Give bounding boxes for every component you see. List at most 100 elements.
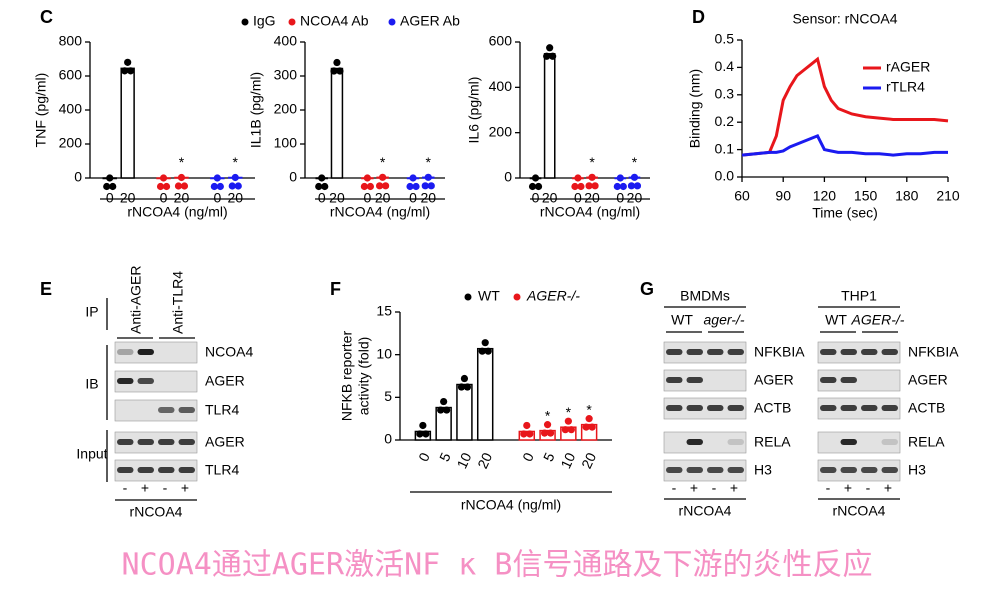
blot-group-label: Input — [76, 446, 107, 462]
panel-label: E — [40, 279, 52, 299]
significance: * — [233, 154, 239, 170]
blot-band — [861, 467, 878, 473]
blot-row-label: TLR4 — [205, 462, 239, 478]
blot-band — [881, 405, 898, 411]
significance: * — [589, 154, 595, 170]
y-axis-label: Binding (nm) — [687, 69, 703, 148]
x-tick-label: 0 — [160, 190, 168, 206]
x-tick-label: 20 — [584, 190, 600, 206]
y-tick-label: 200 — [274, 101, 298, 117]
treatment-label: rNCOA4 — [679, 503, 732, 519]
blot-band — [117, 378, 134, 384]
y-axis-label: activity (fold) — [356, 337, 372, 416]
data-point — [571, 182, 579, 191]
blot-bg — [114, 459, 198, 482]
blot-bg — [817, 397, 901, 420]
blot-row-label: H3 — [754, 462, 772, 478]
legend-label: IgG — [253, 13, 276, 29]
data-point — [180, 182, 189, 190]
x-tick-label: 20 — [420, 190, 436, 206]
genotype-label: WT — [825, 312, 847, 328]
x-axis-label: rNCOA4 (ng/ml) — [127, 204, 227, 220]
data-point — [424, 173, 432, 181]
blot-band — [881, 467, 898, 473]
legend-label: rAGER — [886, 59, 930, 75]
significance: * — [566, 404, 572, 420]
blot-band — [727, 349, 744, 355]
data-point — [630, 173, 639, 181]
data-point — [234, 182, 242, 190]
blot-band — [137, 467, 154, 473]
blot-bg — [663, 369, 747, 392]
panel-label: F — [330, 279, 341, 299]
blot-bg — [817, 431, 901, 454]
legend-label: AGER-/- — [526, 288, 580, 304]
data-point — [366, 182, 374, 191]
bar — [456, 383, 473, 441]
y-tick-label: 800 — [59, 33, 83, 49]
data-point — [520, 430, 528, 438]
data-point — [124, 58, 132, 66]
blot-band — [117, 467, 134, 473]
data-point — [437, 406, 445, 414]
blot-band — [178, 407, 195, 413]
data-point — [162, 182, 171, 191]
genotype-label: AGER-/- — [851, 312, 905, 328]
blot-band — [820, 377, 837, 383]
legend-swatch — [288, 18, 296, 26]
data-point — [336, 67, 344, 75]
blot-band — [686, 405, 703, 411]
data-point — [478, 347, 486, 355]
blot-band — [158, 407, 175, 413]
significance: * — [179, 154, 185, 170]
data-point — [421, 182, 429, 190]
blot-bg — [114, 370, 198, 393]
blot-row-label: RELA — [754, 434, 791, 450]
x-tick-label: 0 — [415, 450, 433, 464]
y-tick-label: 0 — [384, 431, 392, 447]
x-tick-label: 20 — [542, 190, 558, 206]
x-tick-label: 0 — [318, 190, 326, 206]
data-point — [633, 182, 642, 190]
treatment-sign: + — [141, 480, 149, 496]
blot-bg — [114, 399, 198, 422]
data-point — [330, 67, 338, 75]
blot-bg — [663, 459, 747, 482]
data-point — [627, 182, 636, 190]
data-point — [231, 173, 239, 182]
significance: * — [632, 154, 638, 170]
legend-label: WT — [478, 288, 500, 304]
data-point — [159, 174, 168, 182]
bar — [543, 53, 556, 179]
bar — [330, 67, 344, 179]
blot-band — [686, 439, 703, 445]
data-point — [543, 52, 551, 60]
data-point — [585, 182, 593, 190]
ip-column-label: Anti-TLR4 — [170, 271, 186, 334]
data-point — [546, 44, 554, 52]
data-point — [577, 182, 585, 191]
panel-label: C — [40, 7, 53, 27]
treatment-label: rNCOA4 — [833, 503, 886, 519]
bar — [476, 347, 494, 441]
blot-band — [178, 439, 195, 445]
blot-band — [137, 439, 154, 445]
treatment-sign: - — [672, 480, 677, 496]
x-tick-label: 120 — [813, 188, 837, 204]
y-tick-label: 0.0 — [715, 168, 735, 184]
treatment-sign: - — [712, 480, 717, 496]
treatment-sign: - — [123, 480, 128, 496]
blot-row-label: NFKBIA — [754, 344, 805, 360]
y-tick-label: 200 — [489, 123, 513, 139]
data-point — [543, 421, 552, 429]
blot-band — [881, 349, 898, 355]
legend-label: AGER Ab — [400, 13, 460, 29]
x-tick-label: 20 — [627, 190, 643, 206]
blot-band — [158, 467, 175, 473]
blot-band — [686, 349, 703, 355]
legend-label: rTLR4 — [886, 79, 925, 95]
data-point — [427, 182, 435, 190]
treatment-sign: - — [826, 480, 831, 496]
blot-band — [666, 405, 683, 411]
x-tick-label: 10 — [557, 450, 578, 471]
